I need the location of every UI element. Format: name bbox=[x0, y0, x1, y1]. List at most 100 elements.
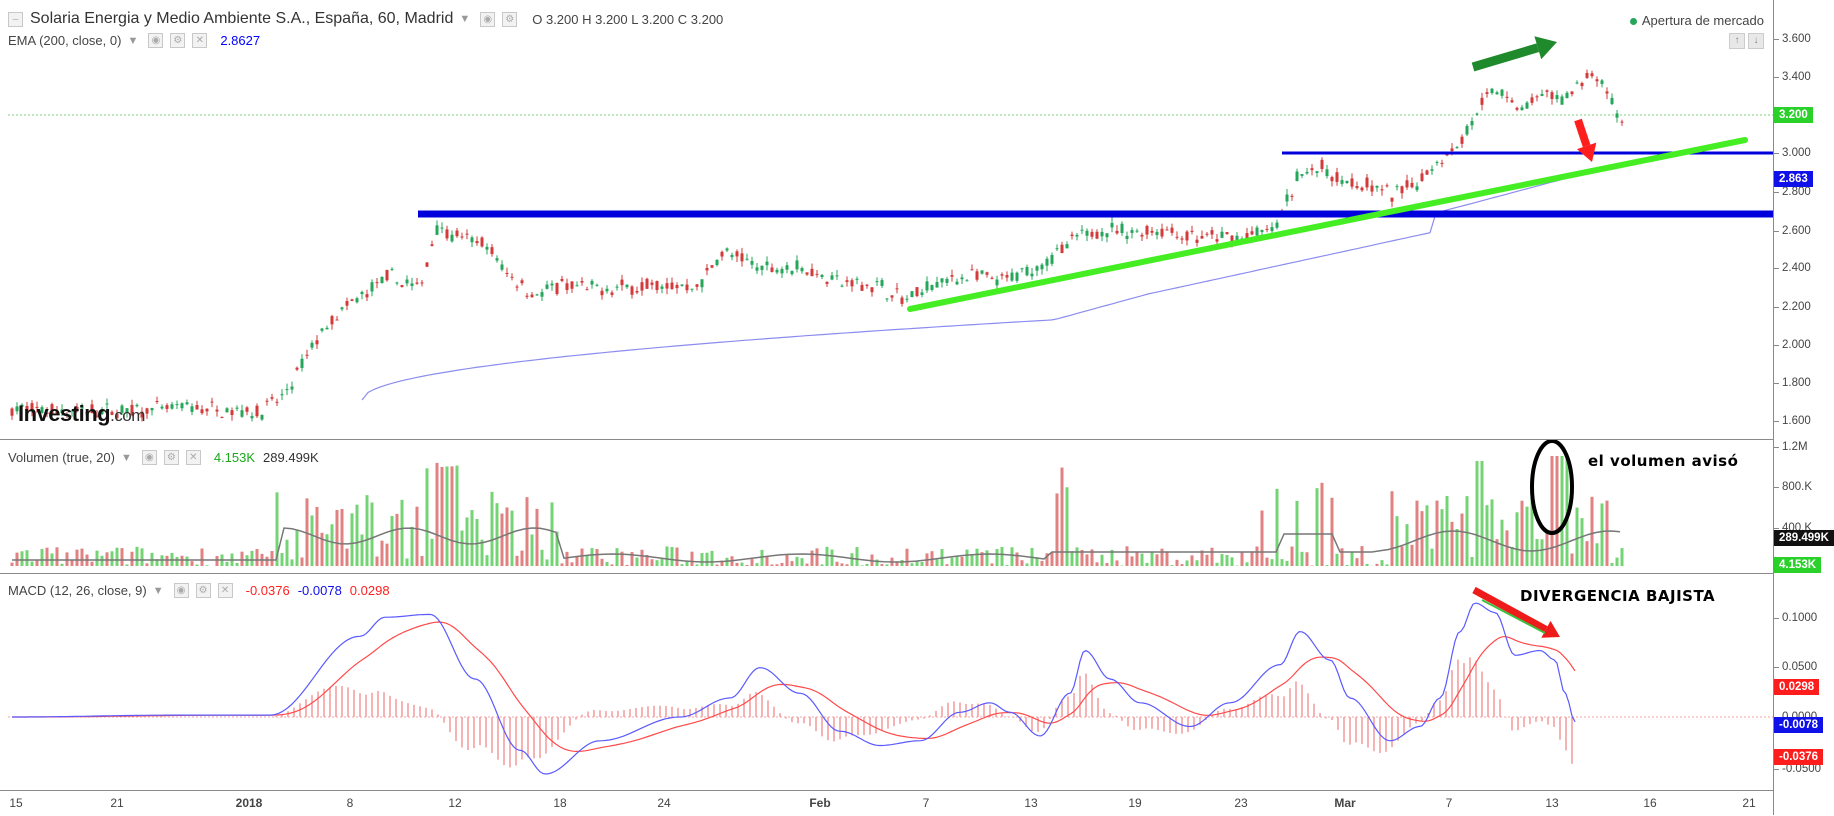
candle-body bbox=[756, 267, 759, 270]
candle-body bbox=[461, 236, 464, 237]
candle-body bbox=[1531, 97, 1534, 102]
volume-bar bbox=[1201, 550, 1204, 566]
candle-body bbox=[721, 252, 724, 257]
volume-bar bbox=[426, 468, 429, 566]
volume-bar bbox=[116, 548, 119, 566]
candle-body bbox=[901, 298, 904, 304]
candle-body bbox=[481, 238, 484, 247]
volume-bar bbox=[1456, 529, 1459, 566]
candle-body bbox=[1076, 235, 1079, 237]
candle-body bbox=[386, 270, 389, 280]
volume-bar bbox=[1581, 518, 1584, 566]
candle-body bbox=[1371, 186, 1374, 192]
volume-bar bbox=[166, 556, 169, 566]
candle-body bbox=[1516, 108, 1519, 110]
candle-body bbox=[661, 287, 664, 289]
candle-body bbox=[1336, 172, 1339, 182]
volume-bar bbox=[651, 559, 654, 566]
candle-body bbox=[1541, 94, 1544, 96]
candle-body bbox=[541, 292, 544, 297]
candle-body bbox=[1386, 185, 1389, 186]
volume-bar bbox=[841, 563, 844, 566]
volume-bar bbox=[291, 559, 294, 566]
volume-bar bbox=[486, 555, 489, 566]
candle-body bbox=[906, 299, 909, 300]
volume-bar bbox=[1256, 546, 1259, 566]
volume-bar bbox=[786, 554, 789, 566]
candle-body bbox=[766, 262, 769, 266]
volume-bar bbox=[591, 548, 594, 566]
macd-pane-divider[interactable] bbox=[0, 573, 1773, 574]
volume-avg-badge: 289.499K bbox=[1774, 530, 1834, 546]
candle-body bbox=[621, 280, 624, 286]
volume-bar bbox=[396, 514, 399, 566]
volume-bar bbox=[801, 558, 804, 566]
candle-body bbox=[726, 248, 729, 250]
candle-body bbox=[11, 409, 14, 416]
volume-bar bbox=[856, 547, 859, 566]
volume-bar bbox=[1066, 487, 1069, 566]
candle-body bbox=[846, 280, 849, 282]
volume-bar bbox=[821, 564, 824, 566]
volume-bar bbox=[681, 564, 684, 566]
candle-body bbox=[1506, 97, 1509, 98]
volume-pane-divider[interactable] bbox=[0, 439, 1773, 440]
candle-body bbox=[1351, 178, 1354, 186]
candle-body bbox=[991, 278, 994, 279]
volume-bar bbox=[1551, 456, 1554, 566]
candle-body bbox=[1226, 232, 1229, 234]
volume-bar bbox=[91, 562, 94, 566]
candle-body bbox=[1381, 189, 1384, 190]
volume-bar bbox=[11, 563, 14, 566]
volume-bar bbox=[1156, 554, 1159, 566]
volume-bar bbox=[1001, 547, 1004, 566]
candle-body bbox=[556, 283, 559, 294]
volume-bar bbox=[131, 552, 134, 566]
candle-body bbox=[401, 285, 404, 287]
volume-bar bbox=[461, 531, 464, 566]
candle-body bbox=[1081, 230, 1084, 231]
candle-body bbox=[871, 287, 874, 292]
volume-bar bbox=[1131, 556, 1134, 566]
time-tick-label: 21 bbox=[110, 796, 123, 810]
volume-bar bbox=[1096, 562, 1099, 566]
candle-body bbox=[291, 387, 294, 390]
volume-bar bbox=[1346, 565, 1349, 566]
volume-bar bbox=[46, 548, 49, 566]
volume-bar bbox=[1241, 552, 1244, 566]
volume-bar bbox=[101, 556, 104, 566]
volume-bar bbox=[886, 564, 889, 566]
candle-body bbox=[946, 279, 949, 283]
volume-bar bbox=[951, 558, 954, 566]
volume-bar bbox=[251, 551, 254, 566]
volume-tick-label: 1.2M bbox=[1782, 441, 1808, 453]
volume-bar bbox=[521, 551, 524, 566]
volume-bar bbox=[286, 540, 289, 566]
volume-bar bbox=[526, 497, 529, 566]
time-tick-label: 24 bbox=[657, 796, 670, 810]
candle-body bbox=[1041, 265, 1044, 270]
time-tick-label: 8 bbox=[347, 796, 354, 810]
candle-body bbox=[1406, 180, 1409, 187]
candle-body bbox=[976, 271, 979, 279]
candle-body bbox=[1566, 93, 1569, 98]
candle-body bbox=[1116, 231, 1119, 234]
candle-body bbox=[1301, 174, 1304, 176]
candle-body bbox=[1151, 231, 1154, 233]
candle-body bbox=[1511, 100, 1514, 102]
candle-body bbox=[876, 281, 879, 282]
volume-bar bbox=[571, 562, 574, 566]
candle-body bbox=[826, 282, 829, 284]
candle-body bbox=[316, 340, 319, 344]
volume-bar bbox=[361, 534, 364, 566]
candle-body bbox=[171, 404, 174, 408]
time-tick-label: 12 bbox=[448, 796, 461, 810]
volume-bar bbox=[1366, 564, 1369, 566]
volume-bar bbox=[1556, 456, 1559, 566]
volume-bar bbox=[906, 549, 909, 566]
volume-bar bbox=[706, 553, 709, 566]
volume-bar bbox=[1386, 564, 1389, 566]
candle-body bbox=[1086, 231, 1089, 236]
